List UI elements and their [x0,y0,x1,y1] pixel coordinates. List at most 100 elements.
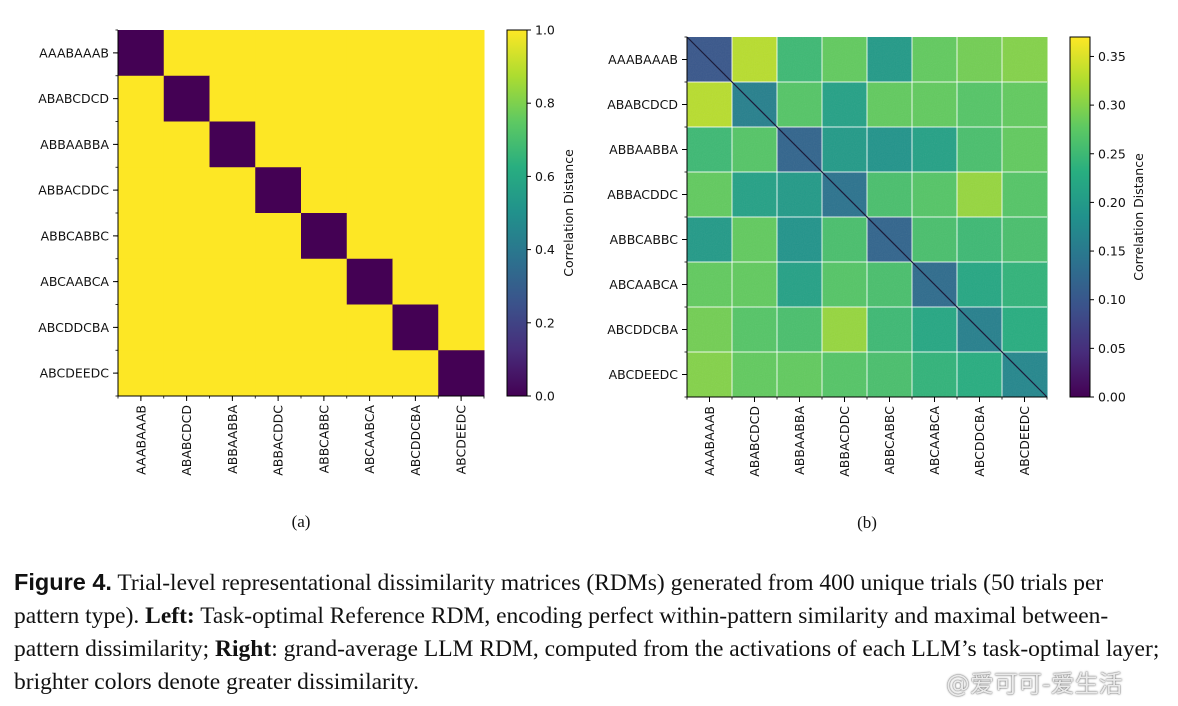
caption-part1: Trial-level representational dissimilari… [14,570,1104,629]
colorbar-tick-label-1-2: 0.10 [1098,292,1126,307]
row-label-1-6: ABCDDCBA [607,322,678,337]
heatmap-cell-0-6-6 [392,304,439,351]
heatmap-cell-0-3-6 [392,167,439,214]
heatmap-cell-0-2-2 [209,121,256,168]
colorbar-tick-label-0-4: 0.8 [535,96,555,111]
colorbar-label-0: Correlation Distance [561,149,576,277]
col-label-1-3: ABBACDDC [837,406,852,477]
heatmap-cell-0-3-4 [301,167,348,214]
heatmap-cell-0-7-7 [438,350,485,397]
heatmap-cell-0-3-0 [118,167,165,214]
heatmap-cell-0-4-2 [209,213,256,260]
row-label-1-4: ABBCABBC [610,232,679,247]
row-label-0-2: ABBAABBA [40,137,109,152]
figure-caption: Figure 4. Trial-level representational d… [14,566,1169,699]
heatmap-cell-0-1-0 [118,75,165,122]
caption-left-label: Left: [145,603,195,629]
colorbar-gradient-1 [1069,36,1091,398]
heatmap-cell-0-6-2 [209,304,256,351]
heatmap-cell-0-1-2 [209,75,256,122]
heatmap-cell-0-7-1 [163,350,210,397]
self-distance-diagonal [686,36,1048,398]
heatmap-cell-0-4-4 [301,213,348,260]
heatmap-cell-0-0-1 [163,30,210,77]
heatmap-cell-0-2-0 [118,121,165,168]
heatmap-cell-0-6-3 [255,304,302,351]
heatmap-cell-0-3-7 [438,167,485,214]
colorbar-tick-label-1-4: 0.20 [1098,195,1126,210]
heatmap-cell-0-4-7 [438,213,485,260]
caption-part2: Task-optimal Reference RDM, encoding per… [14,603,1109,662]
colorbar-label-1: Correlation Distance [1131,153,1146,281]
subfigure-label-0: (a) [292,512,311,531]
caption-figure-label: Figure 4. [14,569,112,595]
colorbar-tick-label-1-7: 0.35 [1098,49,1126,64]
heatmap-cell-0-6-5 [346,304,393,351]
heatmap-cell-0-5-3 [255,258,302,305]
heatmap-cell-0-0-6 [392,30,439,77]
colorbar-tick-label-1-1: 0.05 [1098,341,1126,356]
heatmap-cell-0-5-0 [118,258,165,305]
colorbar-tick-label-1-0: 0.00 [1098,390,1126,405]
heatmap-cell-0-6-0 [118,304,165,351]
heatmap-cell-0-6-4 [301,304,348,351]
caption-part3: : grand-average LLM RDM, computed from t… [14,636,1160,695]
row-label-1-0: AAABAAAB [608,52,678,67]
heatmap-cell-0-1-7 [438,75,485,122]
colorbar-tick-label-0-1: 0.2 [535,315,555,330]
heatmap-cell-0-4-6 [392,213,439,260]
colorbar-tick-label-1-5: 0.25 [1098,146,1126,161]
col-label-1-1: ABABCDCD [747,406,762,477]
col-label-0-3: ABBACDDC [271,405,286,476]
row-label-1-2: ABBAABBA [609,142,678,157]
row-label-1-1: ABABCDCD [607,97,678,112]
heatmap-cell-0-3-2 [209,167,256,214]
heatmap-cell-0-5-7 [438,258,485,305]
heatmap-cell-0-5-2 [209,258,256,305]
row-label-0-7: ABCDEEDC [40,366,110,381]
heatmap-cell-0-2-3 [255,121,302,168]
heatmap-cell-0-2-6 [392,121,439,168]
heatmap-cell-0-6-7 [438,304,485,351]
heatmap-b: AAABAAAB ABABCDCD ABBAABBA ABBACDDC ABBCABBC… [607,36,1048,532]
row-label-1-5: ABCAABCA [609,277,678,292]
colorbar-b: 0.00 0.05 0.10 0.15 0.20 0.25 0.30 0.35 Correlat… [1069,36,1146,405]
col-label-0-4: ABBCABBC [316,405,331,474]
heatmap-cell-0-7-3 [255,350,302,397]
heatmap-cell-0-0-5 [346,30,393,77]
col-label-1-7: ABCDEEDC [1017,406,1032,476]
col-label-1-4: ABBCABBC [882,406,897,475]
col-label-1-0: AAABAAAB [702,406,717,476]
col-label-1-2: ABBAABBA [792,406,807,475]
heatmap-cell-0-3-1 [163,167,210,214]
row-label-0-4: ABBCABBC [41,228,110,243]
heatmap-cell-0-4-1 [163,213,210,260]
heatmap-cell-0-6-1 [163,304,210,351]
colorbar-tick-label-0-0: 0.0 [535,389,555,404]
heatmap-cell-0-0-0 [118,30,165,77]
heatmap-cell-0-5-6 [392,258,439,305]
row-label-0-1: ABABCDCD [38,91,109,106]
heatmap-cell-0-3-5 [346,167,393,214]
heatmap-cell-0-7-4 [301,350,348,397]
col-label-0-6: ABCDDCBA [408,405,423,476]
heatmap-cell-0-0-2 [209,30,256,77]
heatmap-cell-0-5-1 [163,258,210,305]
row-label-0-5: ABCAABCA [40,274,109,289]
colorbar-tick-label-1-3: 0.15 [1098,244,1126,259]
heatmap-cell-0-4-0 [118,213,165,260]
row-label-0-6: ABCDDCBA [38,320,109,335]
col-label-1-6: ABCDDCBA [972,406,987,477]
caption-right-label: Right [215,636,272,662]
colorbar-tick-label-0-3: 0.6 [535,169,555,184]
heatmap-cell-0-1-6 [392,75,439,122]
heatmap-cell-0-2-7 [438,121,485,168]
heatmap-cell-0-3-3 [255,167,302,214]
watermark: @爱可可-爱生活 [946,670,1123,698]
heatmap-cell-0-0-7 [438,30,485,77]
heatmap-cell-0-1-5 [346,75,393,122]
heatmap-cell-0-0-3 [255,30,302,77]
heatmap-cell-0-2-1 [163,121,210,168]
colorbar-tick-label-1-6: 0.30 [1098,98,1126,113]
heatmap-cell-0-7-5 [346,350,393,397]
